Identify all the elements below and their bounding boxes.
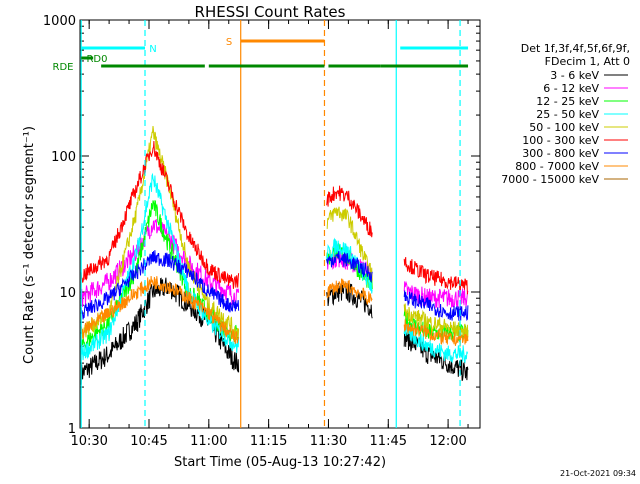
legend: Det 1f,3f,4f,5f,6f,9f,FDecim 1, Att 03 -… (501, 42, 630, 186)
series-line-25-50-kev (80, 172, 240, 361)
chart-title: RHESSI Count Rates (195, 3, 346, 21)
series-line-100-300-kev (80, 140, 240, 289)
y-tick-label: 1 (68, 422, 76, 437)
x-tick-label: 10:45 (130, 434, 167, 449)
series-line-100-300-kev (403, 257, 469, 295)
y-axis-label: Count Rate (s⁻¹ detector segment⁻¹) (22, 126, 37, 364)
legend-entry-label: 800 - 7000 keV (515, 160, 599, 173)
series-line-3-6-kev (326, 281, 373, 319)
series-line-50-100-kev (403, 303, 469, 341)
plot-frame (79, 19, 481, 429)
series-line-300-800-kev (403, 290, 469, 322)
y-tick-label: 10 (59, 286, 76, 301)
series-line-100-300-kev (326, 185, 373, 238)
series-line-50-100-kev (80, 126, 240, 341)
footer-date: 21-Oct-2021 09:34 (560, 469, 636, 478)
series-line-300-800-kev (326, 251, 373, 284)
x-tick-label: 12:00 (429, 434, 466, 449)
x-tick-label: 11:30 (310, 434, 347, 449)
legend-entry-label: 6 - 12 keV (543, 82, 599, 95)
y-tick-label: 1000 (43, 14, 76, 29)
legend-entry-label: 50 - 100 keV (529, 121, 599, 134)
x-tick-label: 11:45 (370, 434, 407, 449)
series-line-800-7000-kev (326, 278, 373, 305)
legend-entry-label: 3 - 6 keV (550, 69, 599, 82)
series-line-300-800-kev (80, 250, 240, 320)
x-tick-label: 10:30 (70, 434, 107, 449)
x-tick-label: 11:15 (250, 434, 287, 449)
series-line-50-100-kev (326, 206, 373, 281)
plot-area: 1 10 100 1000 10:30 10:45 11:00 11:15 11:30 11:45… (43, 14, 481, 449)
legend-title: FDecim 1, Att 0 (545, 55, 630, 68)
legend-entry-label: 100 - 300 keV (522, 134, 599, 147)
legend-entry-label: 12 - 25 keV (536, 95, 599, 108)
series-line-800-7000-kev (80, 275, 240, 344)
flag-label-rd0: RD0 (86, 54, 107, 65)
series-line-25-50-kev (403, 323, 469, 364)
x-tick-label: 11:00 (190, 434, 227, 449)
y-tick-label: 100 (51, 150, 76, 165)
flag-label-rde: RDE (53, 62, 74, 73)
legend-title: Det 1f,3f,4f,5f,6f,9f, (521, 42, 630, 55)
flag-label-n: N (149, 44, 156, 55)
series-line-800-7000-kev (403, 319, 469, 347)
legend-entry-label: 7000 - 15000 keV (501, 173, 599, 186)
legend-entry-label: 300 - 800 keV (522, 147, 599, 160)
x-axis-label: Start Time (05-Aug-13 10:27:42) (174, 455, 386, 470)
flag-label-s: S (226, 37, 232, 48)
legend-entry-label: 25 - 50 keV (536, 108, 599, 121)
